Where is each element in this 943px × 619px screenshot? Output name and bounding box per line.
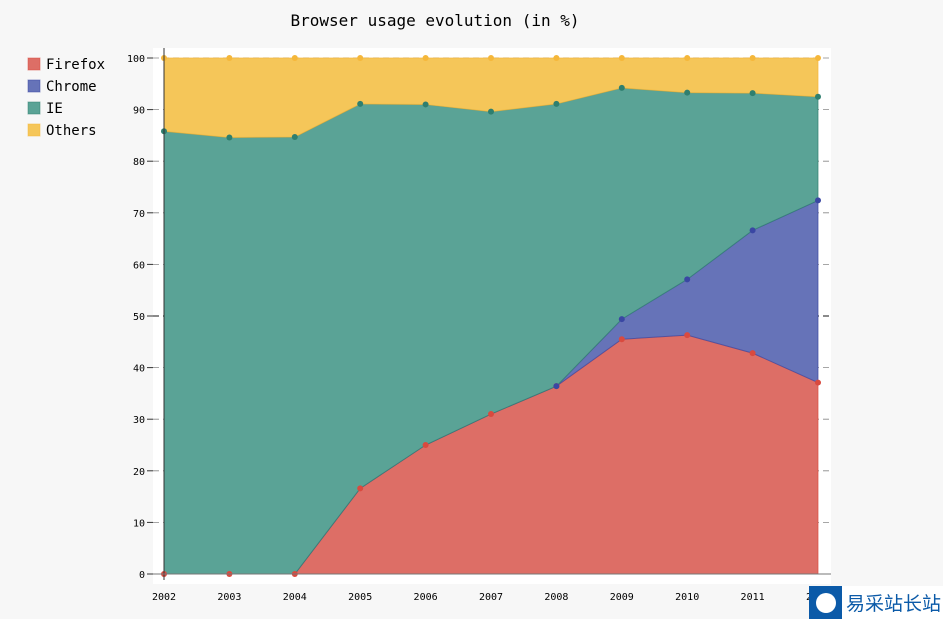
chart-title: Browser usage evolution (in %)	[291, 11, 580, 30]
point-others[interactable]	[815, 55, 821, 61]
x-tick-label: 2008	[544, 592, 568, 603]
point-chrome[interactable]	[684, 276, 691, 283]
legend-swatch-others[interactable]	[27, 123, 41, 137]
point-ie[interactable]	[488, 108, 494, 115]
watermark-logo-icon	[809, 586, 842, 619]
legend-label[interactable]: Firefox	[46, 57, 105, 73]
point-ie[interactable]	[357, 100, 364, 107]
point-others[interactable]	[553, 55, 560, 61]
point-firefox[interactable]	[749, 350, 756, 357]
point-chrome[interactable]	[749, 227, 756, 234]
y-tick-label: 50	[133, 312, 145, 323]
x-tick-label: 2007	[479, 592, 503, 603]
legend-swatch-chrome[interactable]	[27, 79, 41, 93]
y-tick-label: 80	[133, 157, 145, 168]
point-others[interactable]	[422, 55, 429, 61]
point-ie[interactable]	[422, 101, 429, 108]
y-tick-label: 10	[133, 518, 145, 529]
point-firefox[interactable]	[357, 485, 364, 492]
watermark-text: 易采站长站	[846, 593, 942, 615]
point-others[interactable]	[618, 55, 625, 61]
legend-label[interactable]: IE	[46, 101, 63, 117]
legend-swatch-ie[interactable]	[27, 101, 41, 115]
point-chrome[interactable]	[618, 316, 625, 323]
y-tick-label: 100	[127, 54, 145, 65]
legend-swatch-firefox[interactable]	[27, 57, 41, 71]
x-tick-label: 2010	[675, 592, 699, 603]
point-others[interactable]	[749, 55, 756, 61]
point-ie[interactable]	[553, 100, 560, 107]
point-others[interactable]	[226, 55, 233, 61]
legend-label[interactable]: Chrome	[46, 79, 97, 95]
y-tick-label: 70	[133, 209, 145, 220]
x-tick-label: 2003	[217, 592, 241, 603]
y-tick-label: 0	[139, 570, 145, 581]
y-tick-label: 30	[133, 415, 145, 426]
watermark: 易采站长站	[809, 586, 943, 619]
x-tick-label: 2005	[348, 592, 372, 603]
x-tick-label: 2011	[741, 592, 765, 603]
point-ie[interactable]	[749, 90, 756, 97]
x-tick-label: 2006	[414, 592, 438, 603]
point-chrome[interactable]	[815, 197, 821, 204]
y-tick-label: 20	[133, 467, 145, 478]
y-tick-label: 90	[133, 106, 145, 117]
point-ie[interactable]	[815, 93, 821, 100]
point-ie[interactable]	[226, 134, 233, 141]
point-ie[interactable]	[291, 133, 298, 140]
point-others[interactable]	[684, 55, 691, 61]
y-tick-label: 40	[133, 364, 145, 375]
point-ie[interactable]	[618, 84, 625, 91]
point-firefox[interactable]	[815, 379, 821, 386]
y-tick-label: 60	[133, 260, 145, 271]
point-ie[interactable]	[684, 89, 691, 96]
x-tick-label: 2004	[283, 592, 307, 603]
point-chrome[interactable]	[553, 383, 560, 390]
point-others[interactable]	[291, 55, 298, 61]
point-firefox[interactable]	[618, 336, 625, 343]
legend-label[interactable]: Others	[46, 123, 97, 139]
point-firefox[interactable]	[684, 332, 691, 339]
point-firefox[interactable]	[488, 411, 494, 418]
point-others[interactable]	[357, 55, 364, 61]
x-tick-label: 2009	[610, 592, 634, 603]
x-tick-label: 2002	[152, 592, 176, 603]
point-firefox[interactable]	[422, 442, 429, 448]
point-others[interactable]	[488, 55, 494, 61]
